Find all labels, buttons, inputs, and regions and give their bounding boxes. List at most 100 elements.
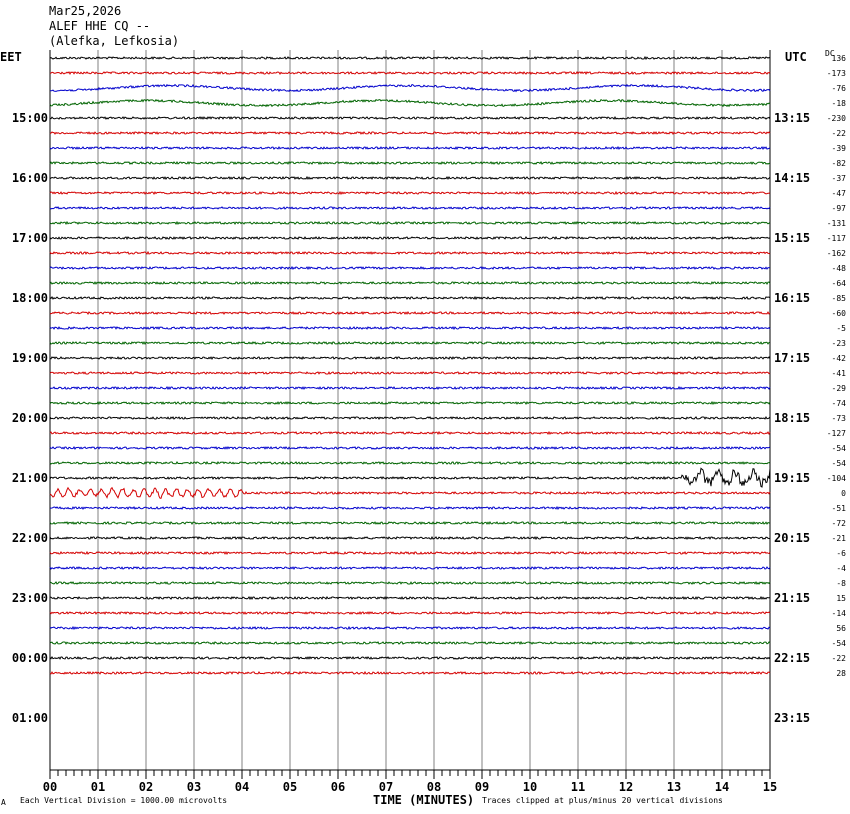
x-tick-label: 00 [43, 780, 57, 794]
seismic-trace [50, 222, 770, 224]
dc-offset-label: -104 [827, 474, 846, 483]
seismic-trace [50, 85, 770, 92]
dc-offset-label: -64 [832, 279, 847, 288]
left-time-label: 01:00 [12, 711, 48, 725]
seismic-trace [50, 567, 770, 569]
seismic-trace [50, 597, 770, 599]
dc-offset-label: -51 [832, 504, 847, 513]
dc-offset-label: -37 [832, 174, 847, 183]
dc-offset-label: -117 [827, 234, 846, 243]
x-tick-label: 13 [667, 780, 681, 794]
x-tick-label: 11 [571, 780, 585, 794]
x-tick-label: 08 [427, 780, 441, 794]
seismic-trace [50, 267, 770, 269]
dc-offset-label: -5 [836, 324, 846, 333]
dc-offset-label: -47 [832, 189, 847, 198]
dc-offset-label: 28 [836, 669, 846, 678]
left-time-label: 16:00 [12, 171, 48, 185]
left-time-label: 19:00 [12, 351, 48, 365]
right-timezone-label: UTC [785, 50, 807, 64]
x-tick-label: 15 [763, 780, 777, 794]
seismic-trace [50, 327, 770, 329]
left-time-label: 22:00 [12, 531, 48, 545]
x-tick-label: 10 [523, 780, 537, 794]
right-time-label: 13:15 [774, 111, 810, 125]
seismic-trace [50, 552, 770, 554]
right-time-label: 16:15 [774, 291, 810, 305]
dc-offset-label: -60 [832, 309, 847, 318]
dc-offset-label: -162 [827, 249, 846, 258]
dc-offset-label: -54 [832, 459, 847, 468]
x-axis-title: TIME (MINUTES) [373, 793, 474, 807]
seismic-trace [50, 522, 770, 524]
seismic-trace [50, 672, 770, 674]
seismic-trace [50, 342, 770, 344]
seismic-trace [50, 282, 770, 284]
seismic-trace [50, 657, 770, 659]
seismic-trace [50, 537, 770, 539]
seismic-trace [50, 447, 770, 449]
header-date: Mar25,2026 [49, 4, 121, 18]
seismic-trace [50, 372, 770, 374]
dc-offset-label: -48 [832, 264, 847, 273]
header-station: ALEF HHE CQ -- [49, 19, 150, 33]
right-time-label: 17:15 [774, 351, 810, 365]
dc-label: DC [825, 49, 835, 58]
dc-offset-label: -8 [836, 579, 846, 588]
dc-offset-label: -127 [827, 429, 846, 438]
left-timezone-label: EET [0, 50, 22, 64]
dc-offset-label: -54 [832, 639, 847, 648]
left-time-label: 20:00 [12, 411, 48, 425]
right-time-label: 22:15 [774, 651, 810, 665]
seismic-trace [50, 252, 770, 254]
seismic-trace [50, 237, 770, 239]
dc-offset-label: -21 [832, 534, 847, 543]
left-time-label: 17:00 [12, 231, 48, 245]
x-tick-label: 09 [475, 780, 489, 794]
right-time-label: 19:15 [774, 471, 810, 485]
left-time-label: 00:00 [12, 651, 48, 665]
seismic-trace [50, 297, 770, 299]
dc-offset-label: -29 [832, 384, 847, 393]
grid-lines [50, 50, 770, 770]
left-time-label: 15:00 [12, 111, 48, 125]
x-tick-label: 06 [331, 780, 345, 794]
x-tick-label: 07 [379, 780, 393, 794]
dc-offset-label: 15 [836, 594, 846, 603]
seismic-trace [50, 468, 770, 487]
dc-offset-label: -22 [832, 129, 847, 138]
dc-offset-label: -23 [832, 339, 847, 348]
dc-offset-label: -230 [827, 114, 846, 123]
seismic-trace [50, 57, 770, 59]
seismic-trace [50, 612, 770, 614]
seismic-trace [50, 462, 770, 464]
dc-offset-label: -74 [832, 399, 847, 408]
seismic-trace [50, 177, 770, 179]
dc-offset-label: -41 [832, 369, 847, 378]
dc-offset-label: -22 [832, 654, 847, 663]
dc-offset-label: -85 [832, 294, 847, 303]
dc-offset-label: -6 [836, 549, 846, 558]
right-time-label: 20:15 [774, 531, 810, 545]
x-tick-label: 05 [283, 780, 297, 794]
seismic-trace [50, 117, 770, 119]
right-time-label: 21:15 [774, 591, 810, 605]
dc-offset-label: -76 [832, 84, 847, 93]
dc-offset-label: -82 [832, 159, 847, 168]
dc-offset-label: 56 [836, 624, 846, 633]
seismic-trace [50, 100, 770, 107]
seismic-trace [50, 642, 770, 644]
right-time-label: 15:15 [774, 231, 810, 245]
seismic-trace [50, 387, 770, 389]
time-labels: 136-173-76-18-230-22-39-82-37-47-97-131-… [12, 54, 846, 725]
dc-offset-label: -18 [832, 99, 847, 108]
seismic-trace [50, 132, 770, 134]
left-time-label: 21:00 [12, 471, 48, 485]
seismic-trace [50, 357, 770, 359]
left-time-label: 18:00 [12, 291, 48, 305]
dc-offset-label: 0 [841, 489, 846, 498]
right-time-label: 18:15 [774, 411, 810, 425]
seismic-trace [50, 432, 770, 434]
clip-note: Traces clipped at plus/minus 20 vertical… [482, 796, 723, 805]
dc-offset-label: -173 [827, 69, 846, 78]
